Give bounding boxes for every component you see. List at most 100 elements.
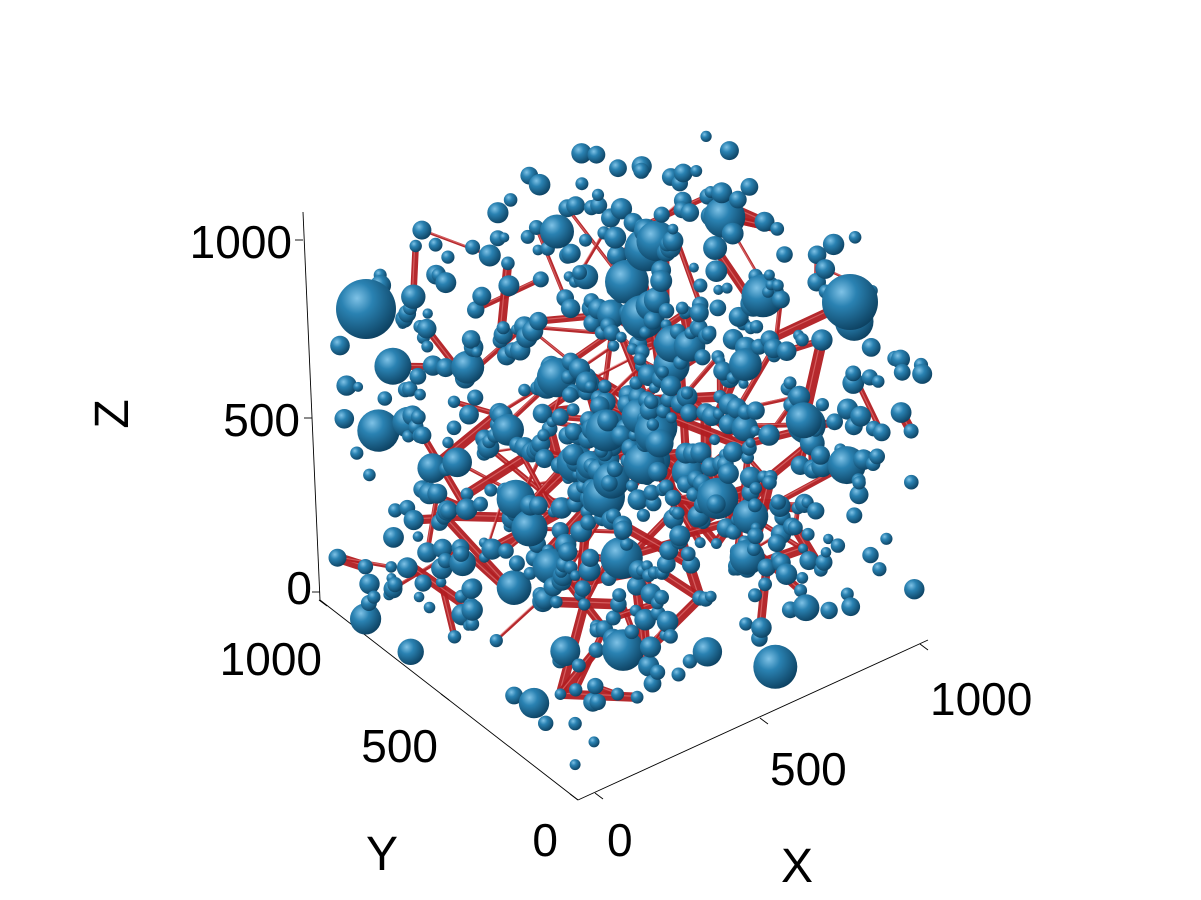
pore-node	[719, 141, 739, 161]
pore-node	[336, 279, 396, 339]
pore-node	[912, 363, 933, 384]
pore-node	[664, 489, 682, 507]
pore-node	[350, 603, 382, 635]
pore-node	[422, 308, 433, 319]
pore-node	[569, 759, 581, 771]
pore-node	[467, 389, 484, 406]
pore-node	[442, 436, 454, 449]
pore-node	[503, 193, 518, 207]
pore-node	[385, 561, 398, 573]
pore-node	[501, 256, 515, 271]
pore-node	[690, 165, 703, 177]
pore-node	[891, 349, 910, 369]
pore-node	[409, 367, 427, 385]
pore-node	[496, 570, 532, 605]
pore-node	[711, 182, 733, 204]
pore-node	[820, 601, 838, 620]
pore-node	[401, 284, 426, 309]
pore-node	[409, 239, 422, 253]
pore-node	[440, 502, 458, 520]
pore-node	[518, 383, 531, 397]
pore-node	[487, 202, 509, 224]
pore-node	[581, 548, 600, 568]
pore-node	[658, 303, 675, 319]
pore-node	[770, 222, 785, 236]
pore-node	[602, 629, 644, 671]
pore-node	[749, 482, 762, 495]
pore-node	[639, 326, 652, 339]
pore-node	[770, 494, 786, 510]
pore-node	[694, 349, 711, 366]
pore-node	[447, 395, 461, 408]
pore-node	[680, 404, 699, 422]
pore-node	[693, 278, 708, 293]
throat-edge-highlight	[565, 206, 619, 275]
pore-node	[738, 378, 749, 389]
pore-node	[499, 232, 510, 243]
pore-node	[757, 558, 776, 577]
pore-node	[758, 424, 780, 446]
pore-node	[357, 559, 374, 575]
pore-node	[795, 333, 809, 347]
pore-node	[861, 338, 881, 357]
throat-edge-highlight	[534, 226, 565, 298]
pore-node	[605, 259, 649, 304]
pore-node	[363, 468, 376, 482]
pore-node	[788, 385, 811, 408]
pore-node	[472, 286, 492, 306]
pore-node	[880, 532, 893, 545]
pore-node	[588, 736, 600, 748]
pore-node	[771, 279, 784, 292]
pore-node	[849, 485, 869, 505]
pore-node	[529, 496, 548, 515]
pore-node	[575, 177, 589, 191]
pore-node	[588, 642, 605, 658]
pore-node	[667, 223, 679, 235]
pore-node	[893, 363, 911, 381]
pore-node	[620, 537, 634, 551]
pore-node	[903, 423, 919, 439]
pore-node	[822, 274, 878, 330]
pore-node	[671, 506, 685, 520]
pore-node	[841, 597, 861, 617]
pore-node	[540, 214, 574, 249]
pore-node	[850, 405, 871, 427]
pore-node	[413, 426, 432, 445]
pore-node	[505, 686, 523, 705]
pore-node	[465, 239, 481, 255]
pore-node	[330, 335, 350, 356]
pore-node	[537, 428, 550, 442]
pore-node	[811, 445, 830, 465]
pore-node	[436, 358, 456, 378]
pore-node	[688, 262, 699, 273]
pore-node	[801, 527, 815, 541]
pore-node	[336, 375, 357, 396]
pore-node	[751, 617, 772, 638]
pore-node	[862, 546, 879, 564]
pore-node	[840, 587, 854, 601]
pore-node	[643, 311, 662, 330]
pore-node	[574, 580, 591, 597]
z-axis-line	[302, 211, 321, 601]
pore-node	[498, 543, 514, 559]
pore-node	[904, 474, 919, 490]
pore-node	[815, 398, 830, 412]
pore-node	[634, 608, 656, 631]
pore-node	[478, 244, 501, 267]
pore-node	[709, 434, 720, 446]
pore-node	[669, 525, 691, 547]
pore-node	[600, 474, 618, 492]
pore-node	[605, 610, 621, 626]
pore-node	[729, 348, 762, 381]
pore-node	[682, 654, 698, 669]
pore-node	[798, 543, 808, 554]
pore-node	[441, 250, 455, 264]
pore-node	[427, 483, 448, 504]
pore-node	[566, 196, 585, 216]
pore-node	[428, 237, 443, 252]
x-tick-500	[759, 717, 769, 725]
pore-node	[673, 163, 693, 183]
pore-node	[511, 510, 548, 547]
pore-node	[383, 527, 404, 548]
